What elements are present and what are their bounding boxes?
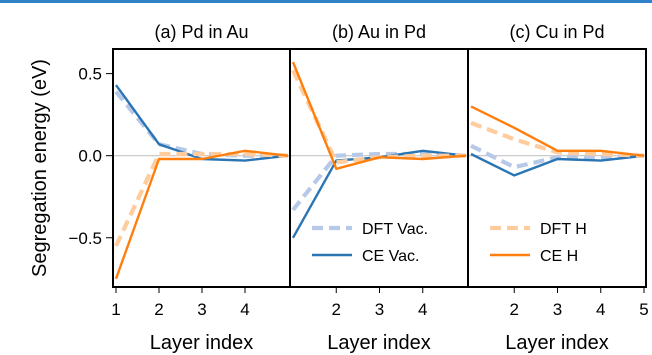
x-tick-label: 1 xyxy=(111,300,120,319)
y-tick-label: 0.5 xyxy=(78,65,102,84)
legend-label: CE Vac. xyxy=(362,248,420,265)
legend-label: CE H xyxy=(540,248,578,265)
series-line-ce-h xyxy=(114,149,289,280)
legend-label: DFT H xyxy=(540,221,587,238)
x-tick-label: 3 xyxy=(375,300,384,319)
x-tick-label: 2 xyxy=(510,300,519,319)
panel-2: (b) Au in Pd 2 3 4 Layer index DFT Vac. CE Vac… xyxy=(289,22,469,354)
x-tick-label: 4 xyxy=(240,300,249,319)
panel-title: (c) Cu in Pd xyxy=(509,22,604,42)
x-tick-label: 5 xyxy=(639,300,648,319)
x-tick-label: 2 xyxy=(154,300,163,319)
series-line-dft-vac xyxy=(291,151,467,212)
series-line-dft-h xyxy=(470,120,645,158)
series-line-dft-vac xyxy=(470,143,645,170)
y-axis-label: Segregation energy (eV) xyxy=(29,59,51,277)
series-line-ce-h xyxy=(470,105,645,157)
series-line-dft-h xyxy=(291,69,466,165)
series-line-dft-h xyxy=(114,151,289,247)
top-accent-line xyxy=(0,0,652,3)
x-axis-label: Layer index xyxy=(505,332,608,354)
x-tick-label: 3 xyxy=(197,300,206,319)
series-line-ce-vac xyxy=(470,152,645,177)
x-tick-label: 2 xyxy=(332,300,341,319)
legend: DFT Vac. CE Vac. xyxy=(312,221,428,265)
panel-3: (c) Cu in Pd 2 3 4 5 Layer index DFT H CE H xyxy=(467,22,649,354)
legend-label: DFT Vac. xyxy=(362,221,428,238)
x-tick-label: 4 xyxy=(596,300,605,319)
panel-title: (a) Pd in Au xyxy=(154,22,248,42)
x-tick-label: 3 xyxy=(553,300,562,319)
panel-frame xyxy=(112,48,291,288)
legend: DFT H CE H xyxy=(490,221,587,265)
x-axis-label: Layer index xyxy=(327,332,430,354)
series-line-dft-vac xyxy=(114,90,288,158)
y-tick-label: 0.0 xyxy=(78,147,102,166)
x-axis-label: Layer index xyxy=(150,332,253,354)
series-line-ce-h xyxy=(291,61,467,171)
y-tick-label: −0.5 xyxy=(68,229,102,248)
x-tick-label: 4 xyxy=(418,300,427,319)
panel-1: (a) Pd in Au 1 2 3 4 Layer index xyxy=(111,22,291,354)
panel-title: (b) Au in Pd xyxy=(332,22,426,42)
